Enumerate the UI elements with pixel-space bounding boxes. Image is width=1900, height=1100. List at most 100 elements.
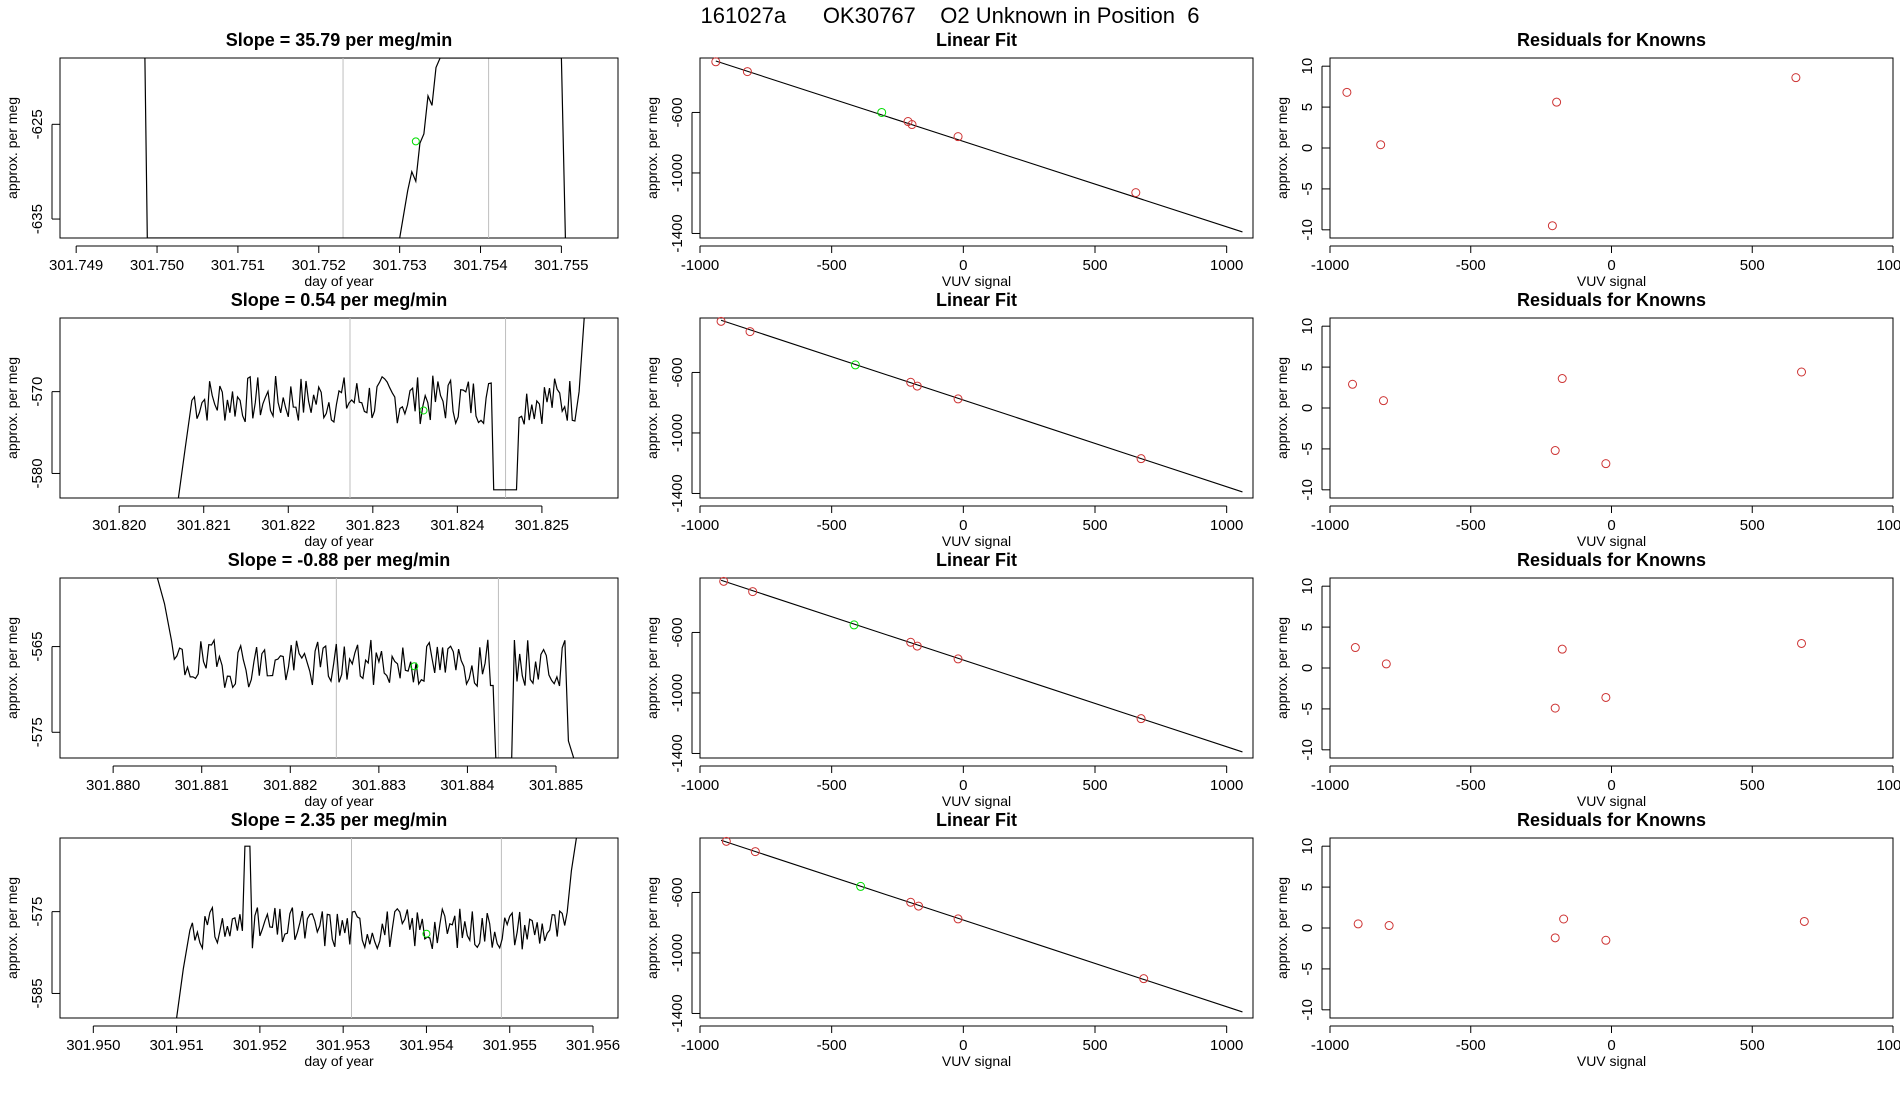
residual-point bbox=[1799, 916, 1809, 926]
y-tick-label: -580 bbox=[29, 458, 46, 488]
panel-residuals-2: Residuals for Knowns approx. per meg -1000… bbox=[1274, 548, 1900, 809]
y-tick-label: -1000 bbox=[669, 674, 686, 712]
panel-title: Residuals for Knowns bbox=[1517, 290, 1706, 310]
plot-frame bbox=[59, 317, 619, 499]
chart-time-series: Slope = 2.35 per meg/min approx. per meg 3… bbox=[4, 810, 620, 1069]
x-tick-label: -1000 bbox=[1311, 1037, 1349, 1054]
y-tick-label: -10 bbox=[1299, 739, 1316, 761]
x-tick-label: 301.952 bbox=[233, 1037, 287, 1054]
y-tick-label: -1000 bbox=[669, 154, 686, 192]
x-tick-label: -500 bbox=[1456, 1037, 1486, 1054]
y-axis-label: approx. per meg bbox=[1274, 877, 1290, 979]
residual-point bbox=[1791, 73, 1801, 83]
x-tick-label: 301.884 bbox=[440, 777, 494, 794]
panel-title: Slope = 0.54 per meg/min bbox=[231, 290, 448, 310]
x-tick-label: -500 bbox=[817, 517, 847, 534]
panel-residuals-0: Residuals for Knowns approx. per meg -1000… bbox=[1274, 28, 1900, 289]
y-tick-label: -1400 bbox=[669, 734, 686, 772]
y-tick-label: -570 bbox=[29, 377, 46, 407]
plot-frame bbox=[699, 577, 1254, 759]
unknown-point bbox=[850, 360, 860, 370]
panel-time-series-1: Slope = 0.54 per meg/min approx. per meg 3… bbox=[4, 288, 645, 549]
x-tick-label: 500 bbox=[1740, 1037, 1765, 1054]
known-point bbox=[1136, 454, 1146, 464]
x-tick-label: 1000 bbox=[1876, 1037, 1900, 1054]
y-tick-label: -5 bbox=[1299, 182, 1316, 195]
known-point bbox=[912, 641, 922, 651]
x-tick-label: -500 bbox=[1456, 777, 1486, 794]
y-tick-label: -5 bbox=[1299, 702, 1316, 715]
x-axis-label: VUV signal bbox=[942, 1053, 1011, 1069]
y-tick-label: -600 bbox=[669, 97, 686, 127]
panel-linear-fit-2: Linear Fit approx. per meg -1000 -500 0 500 10… bbox=[644, 548, 1285, 809]
y-tick-label: -625 bbox=[29, 109, 46, 139]
y-axis-label: approx. per meg bbox=[644, 617, 660, 719]
known-point bbox=[907, 120, 917, 130]
residual-point bbox=[1376, 140, 1386, 150]
y-axis-label: approx. per meg bbox=[644, 97, 660, 199]
x-tick-label: 301.953 bbox=[316, 1037, 370, 1054]
panel-title: Slope = 35.79 per meg/min bbox=[226, 30, 453, 50]
panel-linear-fit-1: Linear Fit approx. per meg -1000 -500 0 500 10… bbox=[644, 288, 1285, 549]
x-tick-label: 1000 bbox=[1210, 1037, 1243, 1054]
x-tick-label: -500 bbox=[817, 257, 847, 274]
y-tick-label: 5 bbox=[1299, 883, 1316, 891]
y-tick-label: -1400 bbox=[669, 994, 686, 1032]
x-tick-label: 500 bbox=[1082, 777, 1107, 794]
plot-frame bbox=[699, 837, 1254, 1019]
fit-line bbox=[720, 579, 1243, 753]
panel-title: Residuals for Knowns bbox=[1517, 810, 1706, 830]
plot-frame bbox=[699, 57, 1254, 239]
x-tick-label: -1000 bbox=[1311, 257, 1349, 274]
unknown-point bbox=[411, 137, 420, 146]
x-tick-label: 301.950 bbox=[66, 1037, 120, 1054]
x-axis-label: VUV signal bbox=[1577, 533, 1646, 549]
known-point bbox=[912, 381, 922, 391]
residual-point bbox=[1348, 379, 1358, 389]
fit-line bbox=[720, 319, 1243, 493]
residual-point bbox=[1378, 396, 1388, 406]
x-tick-label: 301.823 bbox=[346, 517, 400, 534]
x-tick-label: 0 bbox=[1607, 257, 1615, 274]
y-tick-label: 5 bbox=[1299, 103, 1316, 111]
chart-linear-fit: Linear Fit approx. per meg -1000 -500 0 500 10… bbox=[644, 550, 1254, 809]
unknown-point bbox=[849, 620, 859, 630]
y-tick-label: -565 bbox=[29, 632, 46, 662]
y-tick-label: -1400 bbox=[669, 214, 686, 252]
y-tick-label: -10 bbox=[1299, 219, 1316, 241]
panel-title: Residuals for Knowns bbox=[1517, 550, 1706, 570]
x-tick-label: 301.825 bbox=[515, 517, 569, 534]
residual-point bbox=[1557, 644, 1567, 654]
x-tick-label: 301.821 bbox=[177, 517, 231, 534]
known-point bbox=[719, 576, 729, 586]
y-axis-label: approx. per meg bbox=[4, 97, 20, 199]
y-tick-label: 0 bbox=[1299, 404, 1316, 412]
panel-title: Linear Fit bbox=[936, 30, 1017, 50]
y-axis-label: approx. per meg bbox=[1274, 357, 1290, 459]
x-tick-label: 301.824 bbox=[430, 517, 484, 534]
known-point bbox=[745, 327, 755, 337]
unknown-point bbox=[877, 107, 887, 117]
known-point bbox=[906, 637, 916, 647]
panel-title: Slope = -0.88 per meg/min bbox=[228, 550, 451, 570]
y-tick-label: -1400 bbox=[669, 474, 686, 512]
y-tick-label: -575 bbox=[29, 717, 46, 747]
y-tick-label: -600 bbox=[669, 877, 686, 907]
x-tick-label: 0 bbox=[959, 257, 967, 274]
x-tick-label: 301.753 bbox=[373, 257, 427, 274]
y-tick-label: -600 bbox=[669, 617, 686, 647]
x-tick-label: 0 bbox=[959, 1037, 967, 1054]
x-tick-label: 301.754 bbox=[453, 257, 507, 274]
residual-point bbox=[1601, 459, 1611, 469]
residual-point bbox=[1547, 221, 1557, 231]
x-tick-label: 301.885 bbox=[529, 777, 583, 794]
x-tick-label: -1000 bbox=[681, 257, 719, 274]
residual-point bbox=[1550, 446, 1560, 456]
y-tick-label: -585 bbox=[29, 978, 46, 1008]
y-tick-label: -1000 bbox=[669, 934, 686, 972]
x-tick-label: -500 bbox=[817, 777, 847, 794]
x-tick-label: 301.749 bbox=[49, 257, 103, 274]
residual-point bbox=[1350, 643, 1360, 653]
